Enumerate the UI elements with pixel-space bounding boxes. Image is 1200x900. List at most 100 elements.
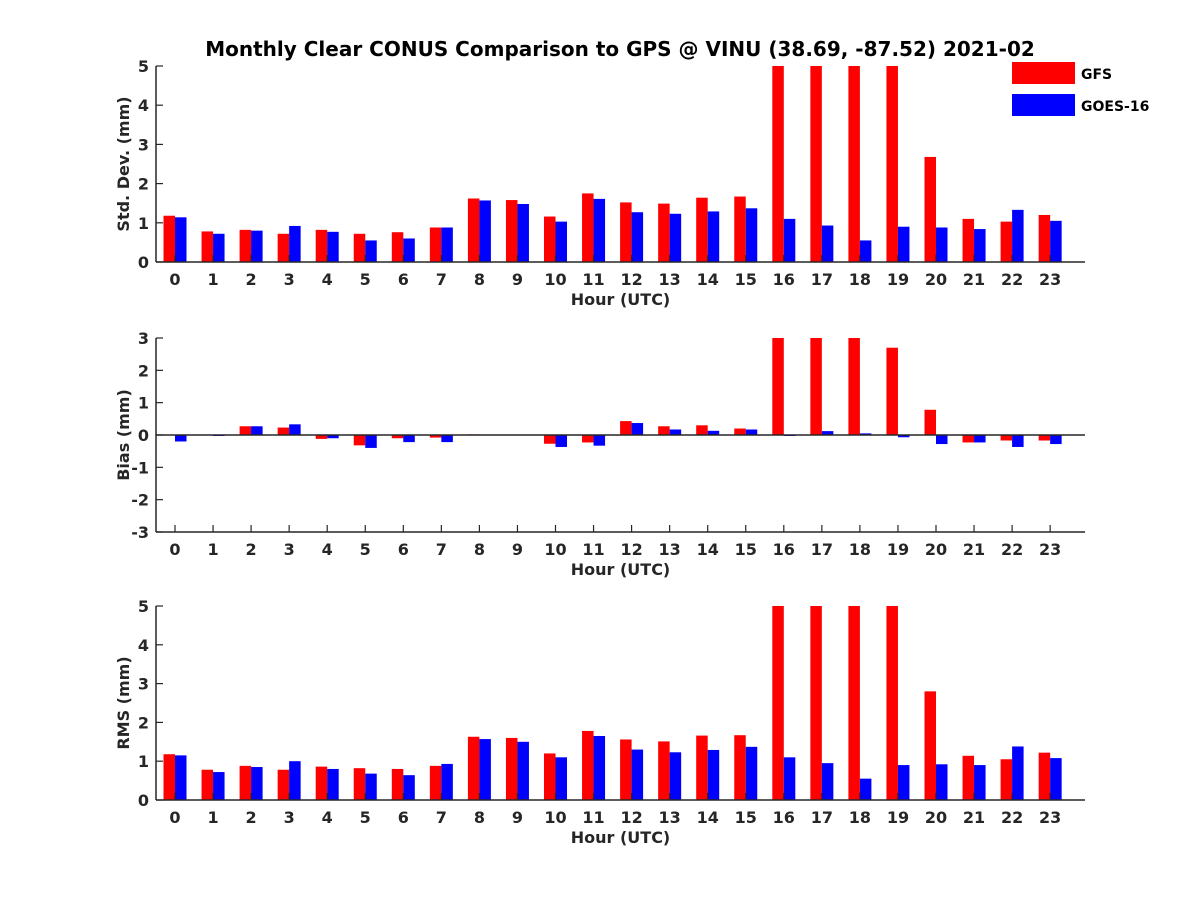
bar-std-dev-goes16-1 [213, 233, 225, 262]
x-tick-label: 7 [436, 808, 447, 827]
bar-std-dev-gfs-6 [391, 232, 404, 262]
x-tick-label: 19 [887, 540, 909, 559]
y-tick-label: 3 [138, 675, 149, 694]
x-tick-label: 7 [436, 540, 447, 559]
bar-std-dev-gfs-16 [772, 66, 784, 262]
bar-rms-goes16-5 [365, 773, 377, 800]
x-tick-label: 5 [360, 808, 371, 827]
bar-bias-gfs-20 [924, 409, 936, 435]
bar-rms-gfs-12 [620, 739, 632, 800]
bar-std-dev-goes16-22 [1012, 209, 1024, 262]
bar-bias-goes16-7 [441, 435, 453, 443]
bar-bias-goes16-15 [745, 429, 758, 435]
bar-rms-gfs-1 [201, 769, 214, 800]
bar-std-dev-gfs-7 [429, 227, 442, 262]
x-tick-label: 12 [620, 540, 642, 559]
x-tick-label: 20 [925, 540, 947, 559]
bar-rms-gfs-15 [734, 735, 746, 800]
bar-std-dev-gfs-8 [467, 198, 480, 262]
bar-rms-gfs-22 [1000, 759, 1013, 800]
bar-rms-gfs-14 [696, 735, 708, 800]
bar-std-dev-goes16-16 [783, 218, 796, 262]
bar-bias-goes16-22 [1012, 435, 1024, 447]
bar-std-dev-gfs-10 [544, 216, 556, 262]
bar-rms-gfs-23 [1038, 752, 1051, 800]
x-tick-label: 7 [436, 270, 447, 289]
bar-bias-gfs-14 [696, 425, 708, 435]
bar-std-dev-gfs-18 [848, 66, 860, 262]
x-tick-label: 2 [246, 808, 257, 827]
x-tick-label: 14 [697, 540, 719, 559]
bar-std-dev-goes16-12 [631, 212, 644, 262]
bar-rms-goes16-11 [593, 735, 606, 800]
bar-bias-gfs-17 [810, 338, 822, 435]
bar-std-dev-gfs-20 [924, 156, 936, 262]
bar-std-dev-goes16-18 [859, 240, 872, 262]
x-axis-label: Hour (UTC) [571, 560, 671, 579]
y-tick-label: -2 [131, 491, 149, 510]
x-tick-label: 14 [697, 270, 719, 289]
bar-bias-gfs-4 [315, 435, 328, 439]
x-tick-label: 9 [512, 270, 523, 289]
x-tick-label: 6 [398, 808, 409, 827]
bar-bias-goes16-18 [859, 433, 872, 435]
x-tick-label: 3 [284, 808, 295, 827]
x-tick-label: 0 [169, 270, 180, 289]
bar-bias-gfs-6 [391, 435, 404, 439]
x-tick-label: 4 [322, 270, 333, 289]
x-tick-label: 16 [773, 270, 795, 289]
bar-std-dev-goes16-23 [1050, 220, 1062, 262]
bar-std-dev-goes16-6 [403, 238, 415, 262]
bar-std-dev-goes16-14 [707, 211, 720, 262]
x-tick-label: 2 [246, 540, 257, 559]
bar-rms-gfs-0 [163, 754, 175, 800]
bar-std-dev-gfs-22 [1000, 221, 1013, 262]
bar-rms-gfs-4 [315, 766, 328, 800]
bar-std-dev-goes16-15 [745, 208, 758, 262]
y-tick-label: 5 [138, 57, 149, 76]
bar-std-dev-goes16-8 [479, 200, 491, 262]
bar-rms-goes16-18 [859, 778, 872, 800]
bar-bias-gfs-2 [239, 426, 252, 435]
bar-rms-goes16-19 [897, 765, 910, 800]
bar-bias-goes16-14 [707, 430, 720, 435]
bar-rms-goes16-16 [783, 757, 796, 800]
bar-bias-goes16-12 [631, 423, 644, 435]
x-tick-label: 11 [582, 540, 604, 559]
bar-bias-gfs-5 [353, 435, 366, 446]
x-tick-label: 19 [887, 270, 909, 289]
bar-bias-goes16-0 [175, 435, 187, 442]
bar-bias-goes16-4 [327, 435, 339, 439]
x-tick-label: 1 [207, 540, 218, 559]
x-tick-label: 16 [773, 808, 795, 827]
y-tick-label: 4 [138, 636, 149, 655]
legend-swatch-gfs [1012, 62, 1075, 84]
x-tick-label: 8 [474, 540, 485, 559]
bar-std-dev-goes16-19 [897, 226, 910, 262]
bar-std-dev-gfs-15 [734, 196, 746, 262]
bar-std-dev-goes16-3 [289, 225, 301, 262]
y-axis-label: Std. Dev. (mm) [114, 96, 133, 231]
x-tick-label: 6 [398, 270, 409, 289]
y-tick-label: 2 [138, 175, 149, 194]
bar-bias-goes16-5 [365, 435, 377, 448]
bar-rms-goes16-22 [1012, 746, 1024, 800]
x-tick-label: 21 [963, 270, 985, 289]
y-axis-label: Bias (mm) [114, 389, 133, 481]
x-tick-label: 21 [963, 540, 985, 559]
bar-bias-gfs-19 [886, 347, 898, 435]
bar-rms-gfs-21 [962, 755, 975, 800]
bar-bias-gfs-15 [734, 428, 746, 435]
bar-rms-gfs-8 [467, 736, 480, 800]
x-tick-label: 0 [169, 540, 180, 559]
bar-rms-gfs-5 [353, 768, 366, 800]
bar-std-dev-gfs-21 [962, 218, 975, 262]
x-tick-label: 1 [207, 270, 218, 289]
x-tick-label: 2 [246, 270, 257, 289]
x-tick-label: 17 [811, 808, 833, 827]
bar-std-dev-gfs-19 [886, 66, 898, 262]
bar-std-dev-gfs-17 [810, 66, 822, 262]
x-tick-label: 20 [925, 270, 947, 289]
